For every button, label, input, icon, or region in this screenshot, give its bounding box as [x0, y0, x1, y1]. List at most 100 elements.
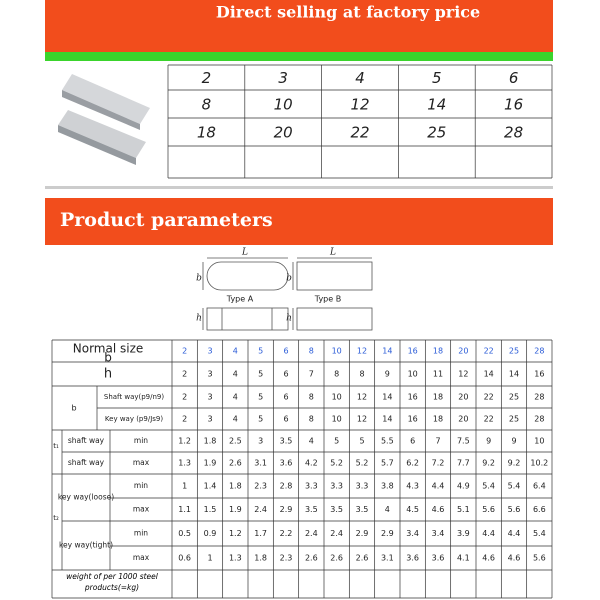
- size-value: 5: [432, 69, 442, 87]
- value: 3.6: [280, 459, 293, 468]
- value: 4: [385, 505, 390, 514]
- value: 2.6: [229, 459, 242, 468]
- value: 4.4: [482, 529, 495, 538]
- value: 25: [509, 393, 519, 402]
- value: 3.5: [330, 505, 343, 514]
- value: 3.1: [254, 459, 267, 468]
- bound-label: min: [134, 481, 148, 490]
- value: 2.4: [305, 529, 318, 538]
- value: 6.2: [406, 459, 419, 468]
- row-label: key way(loose): [58, 493, 114, 502]
- value: 18: [433, 393, 443, 402]
- dim-width: b: [286, 274, 292, 284]
- value: 4.5: [406, 505, 419, 514]
- value: 3.5: [280, 437, 293, 446]
- h-value: 8: [359, 370, 364, 379]
- b-value: 3: [207, 347, 212, 356]
- value: 1.9: [204, 459, 217, 468]
- value: 12: [357, 415, 367, 424]
- value: 14: [382, 393, 392, 402]
- value: 22: [484, 393, 494, 402]
- h-value: 5: [258, 370, 263, 379]
- value: 10.2: [530, 459, 548, 468]
- key-image: [58, 74, 150, 165]
- value: 1.8: [204, 437, 217, 446]
- value: 1.8: [254, 554, 267, 563]
- value: 3.4: [432, 529, 445, 538]
- b-value: 10: [332, 347, 342, 356]
- value: 7.2: [432, 459, 445, 468]
- value: 2.9: [280, 505, 293, 514]
- value: 22: [484, 415, 494, 424]
- h-value: 6: [283, 370, 288, 379]
- size-value: 8: [202, 96, 212, 114]
- top-banner: [45, 0, 553, 52]
- value: 2.6: [356, 554, 369, 563]
- value: 1.3: [178, 459, 191, 468]
- green-stripe: [45, 52, 553, 61]
- value: 6: [283, 393, 288, 402]
- h-value: 4: [233, 370, 238, 379]
- b-value: 20: [458, 347, 468, 356]
- value: 5.6: [508, 505, 521, 514]
- dim-width: b: [196, 274, 202, 284]
- h-value: 12: [458, 370, 468, 379]
- b-value: 4: [233, 347, 238, 356]
- b-value: 6: [283, 347, 288, 356]
- size-value: 4: [355, 69, 365, 87]
- size-value: 28: [504, 124, 523, 142]
- value: 1.4: [204, 482, 217, 491]
- h-value: 7: [309, 370, 314, 379]
- value: 3.3: [356, 482, 369, 491]
- b-value: 18: [433, 347, 443, 356]
- value: 9.2: [508, 459, 521, 468]
- value: 14: [382, 415, 392, 424]
- diagram: [202, 257, 373, 331]
- value: 9: [511, 437, 516, 446]
- value: 4.6: [482, 554, 495, 563]
- value: 8: [309, 415, 314, 424]
- value: 10: [332, 393, 342, 402]
- b-value: 28: [534, 347, 544, 356]
- b-value: 16: [408, 347, 418, 356]
- group-label: b: [71, 404, 76, 413]
- type-a-label: Type A: [226, 295, 254, 304]
- b-value: 25: [509, 347, 519, 356]
- value: 2.8: [280, 482, 293, 491]
- value: 1.7: [254, 529, 267, 538]
- size-value: 14: [427, 96, 446, 114]
- dim-length: L: [329, 248, 336, 258]
- b-value: 12: [357, 347, 367, 356]
- value: 3.8: [381, 482, 394, 491]
- value: 3.3: [305, 482, 318, 491]
- h-value: 16: [534, 370, 544, 379]
- value: 2.4: [254, 505, 267, 514]
- section-banner: [45, 198, 553, 245]
- value: 3: [207, 393, 212, 402]
- weight-text: weight of per 1000 steel products(=kg): [66, 572, 158, 592]
- dim-height: h: [286, 314, 292, 324]
- value: 4.6: [432, 505, 445, 514]
- value: 1.8: [229, 482, 242, 491]
- header-label: b: [104, 351, 112, 365]
- value: 2.4: [330, 529, 343, 538]
- bound-label: max: [133, 553, 150, 562]
- value: 2.6: [330, 554, 343, 563]
- h-value: 9: [385, 370, 390, 379]
- value: 4.6: [508, 554, 521, 563]
- value: 2.3: [254, 482, 267, 491]
- h-value: 11: [433, 370, 443, 379]
- value: 5: [258, 415, 263, 424]
- value: 6.4: [533, 482, 546, 491]
- h-value: 8: [334, 370, 339, 379]
- value: 0.6: [178, 554, 191, 563]
- type-b-label: Type B: [314, 295, 341, 304]
- b-value: 2: [182, 347, 187, 356]
- value: 5.6: [482, 505, 495, 514]
- row-label: shaft way: [68, 436, 105, 445]
- value: 1.9: [229, 505, 242, 514]
- value: 9.2: [482, 459, 495, 468]
- bound-label: max: [133, 505, 150, 514]
- value: 5.6: [533, 554, 546, 563]
- value: 6: [410, 437, 415, 446]
